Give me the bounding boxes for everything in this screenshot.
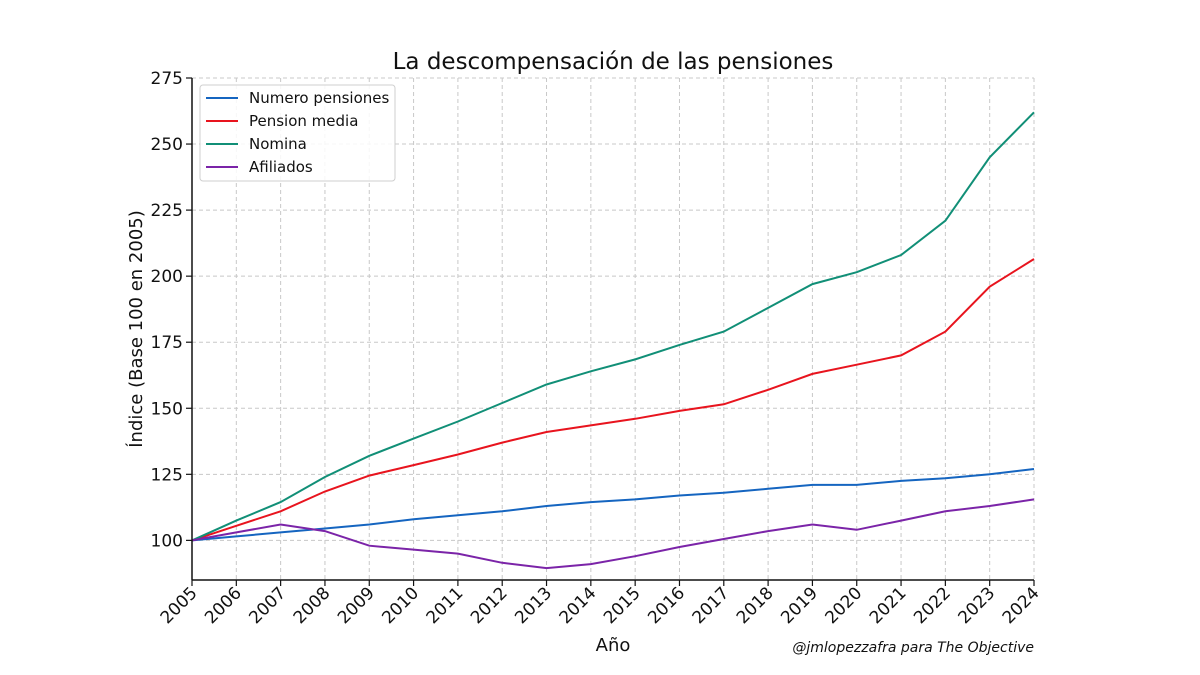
x-tick-label: 2016: [644, 583, 689, 628]
x-tick-label: 2007: [245, 583, 290, 628]
x-tick-label: 2023: [954, 583, 999, 628]
legend: Numero pensiones Pension media Nomina Afili…: [199, 84, 396, 182]
x-tick-label: 2019: [777, 583, 822, 628]
x-tick-label: 2013: [511, 583, 556, 628]
series-line-numero-pensiones: [191, 468, 1035, 542]
x-tick-label: 2010: [378, 583, 423, 628]
x-tick-label: 2021: [866, 583, 911, 628]
legend-box: [199, 84, 396, 182]
y-tick-label: 100: [151, 531, 183, 551]
series-line-afiliados: [191, 498, 1035, 570]
x-tick-label: 2024: [999, 583, 1044, 628]
series-line-pension-media: [191, 258, 1035, 542]
axes: [191, 78, 1034, 581]
legend-label: Pension media: [249, 112, 358, 130]
y-tick-label: 175: [151, 333, 183, 353]
x-tick-label: 2009: [334, 583, 379, 628]
x-tick-label: 2012: [467, 583, 512, 628]
x-tick-label: 2018: [733, 583, 778, 628]
y-tick-label: 225: [151, 201, 183, 221]
x-tick-label: 2014: [556, 583, 601, 628]
x-tick-label: 2015: [600, 583, 645, 628]
credit-annotation: @jmlopezzafra para The Objective: [792, 640, 1034, 656]
chart-title: La descompensación de las pensiones: [393, 49, 834, 75]
series-lines: [191, 111, 1035, 570]
x-axis-label: Año: [596, 635, 631, 656]
x-tick-label: 2022: [910, 583, 955, 628]
series-line-nomina: [191, 111, 1035, 542]
y-tick-label: 275: [151, 69, 183, 89]
x-tick-label: 2011: [423, 583, 468, 628]
x-ticks: 2005 2006 2007 2008 2009 2010 2011 2012 2013 2014…: [157, 580, 1044, 628]
y-axis-label: Índice (Base 100 en 2005): [125, 210, 147, 448]
x-tick-label: 2006: [201, 583, 246, 628]
y-tick-label: 125: [151, 465, 183, 485]
x-tick-label: 2017: [689, 583, 734, 628]
y-tick-label: 150: [151, 399, 183, 419]
y-tick-label: 200: [151, 267, 183, 287]
legend-label: Afiliados: [249, 158, 313, 176]
x-tick-label: 2020: [822, 583, 867, 628]
legend-label: Nomina: [249, 135, 307, 153]
x-tick-label: 2008: [290, 583, 335, 628]
x-tick-label: 2005: [157, 583, 202, 628]
legend-label: Numero pensiones: [249, 89, 390, 107]
y-ticks: 100 125 150 175 200 225 250 275: [151, 69, 192, 551]
y-tick-label: 250: [151, 135, 183, 155]
